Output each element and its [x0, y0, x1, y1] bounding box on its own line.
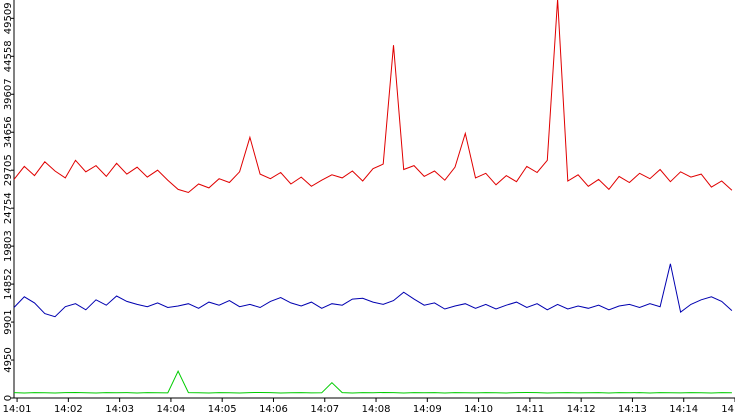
y-tick-label: 24754 [3, 192, 14, 224]
x-tick-label: 14:11 [515, 404, 544, 415]
x-tick-label: 14:03 [105, 404, 134, 415]
x-tick-label: 14:02 [54, 404, 83, 415]
y-tick-label: 44558 [3, 40, 14, 72]
x-tick-label: 14:12 [567, 404, 596, 415]
x-tick-label: 14:07 [310, 404, 339, 415]
x-tick-label: 14:01 [3, 404, 32, 415]
x-tick-label: 14:04 [157, 404, 186, 415]
x-tick-label: 14:06 [259, 404, 288, 415]
y-tick-label: 49509 [3, 2, 14, 34]
y-tick-label: 34656 [3, 116, 14, 148]
x-tick-label: 14:13 [618, 404, 647, 415]
y-tick-label: 39607 [3, 78, 14, 110]
series-line [13, 0, 733, 194]
y-tick-label: 4950 [3, 347, 14, 372]
x-tick-label: 14 [721, 404, 734, 415]
x-tick-label: 14:14 [669, 404, 698, 415]
y-tick-label: 14852 [3, 268, 14, 300]
x-tick-label: 14:09 [413, 404, 442, 415]
series-line [13, 370, 732, 394]
y-tick-label: 19803 [3, 230, 14, 262]
y-tick-label: 0 [3, 395, 14, 401]
series-line [13, 263, 733, 318]
y-tick-label: 9901 [3, 309, 14, 334]
x-tick-label: 14:08 [362, 404, 391, 415]
x-tick-label: 14:10 [464, 404, 493, 415]
y-tick-label: 29705 [3, 154, 14, 186]
x-tick-label: 14:05 [208, 404, 237, 415]
